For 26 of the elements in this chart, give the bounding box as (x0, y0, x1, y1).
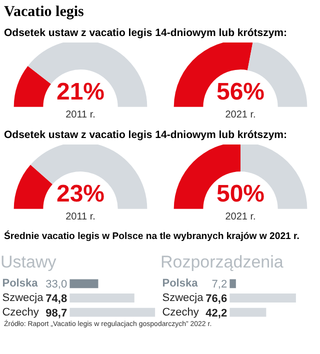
text: 2011 r. (66, 211, 96, 222)
data-label: 74,8 (46, 293, 68, 305)
data-label: 42,2 (206, 307, 228, 320)
chart-title: Vacatio legis (4, 3, 84, 22)
chart-subtitle: Rozporządzenia (160, 252, 284, 272)
y-tick-label: Czechy (2, 306, 40, 318)
data-label: 7,2 (212, 278, 228, 291)
data-label: 76,6 (206, 293, 228, 305)
text: 21% (56, 78, 105, 106)
y-tick-label: Polska (2, 278, 39, 290)
text: 56% (216, 78, 265, 106)
chart-title: Średnie vacatio legis w Polsce na tle wybranych krajów w 2021 r. (4, 230, 300, 244)
text: 23% (56, 180, 105, 208)
text: 50% (216, 180, 265, 208)
y-tick-label: Szwecja (162, 292, 204, 304)
y-tick-label: Polska (162, 278, 199, 290)
text: 2011 r. (66, 109, 96, 120)
y-tick-label: Czechy (162, 306, 200, 318)
text: 2021 r. (225, 211, 256, 222)
data-label: 33,0 (46, 278, 68, 291)
chart-subtitle: Odsetek ustaw z vacatio legis 14-dniowym lub krótszym: (4, 128, 287, 143)
chart-subtitle: Ustawy (0, 252, 57, 272)
chart-subtitle: Odsetek ustaw z vacatio legis 14-dniowym lub krótszym: (4, 26, 287, 41)
text: 2021 r. (225, 109, 256, 120)
data-label: 98,7 (46, 307, 68, 320)
y-tick-label: Szwecja (2, 292, 44, 304)
